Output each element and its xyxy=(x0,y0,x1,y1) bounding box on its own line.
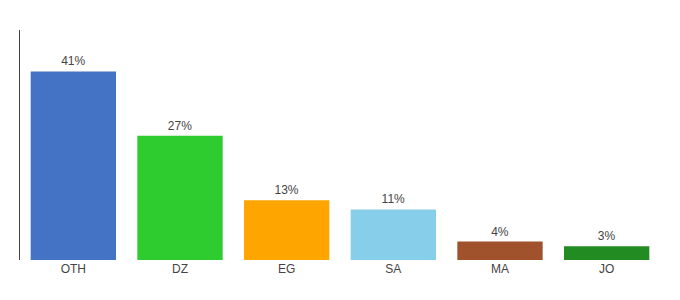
svg-text:4%: 4% xyxy=(491,225,509,239)
svg-text:SA: SA xyxy=(385,262,401,276)
svg-text:EG: EG xyxy=(278,262,295,276)
svg-text:MA: MA xyxy=(491,262,509,276)
svg-text:41%: 41% xyxy=(61,54,85,68)
svg-text:27%: 27% xyxy=(168,119,192,133)
svg-text:13%: 13% xyxy=(274,183,298,197)
svg-text:JO: JO xyxy=(599,262,614,276)
svg-text:11%: 11% xyxy=(382,192,405,206)
svg-text:3%: 3% xyxy=(598,229,616,243)
svg-text:DZ: DZ xyxy=(172,262,188,276)
svg-text:OTH: OTH xyxy=(61,262,86,276)
